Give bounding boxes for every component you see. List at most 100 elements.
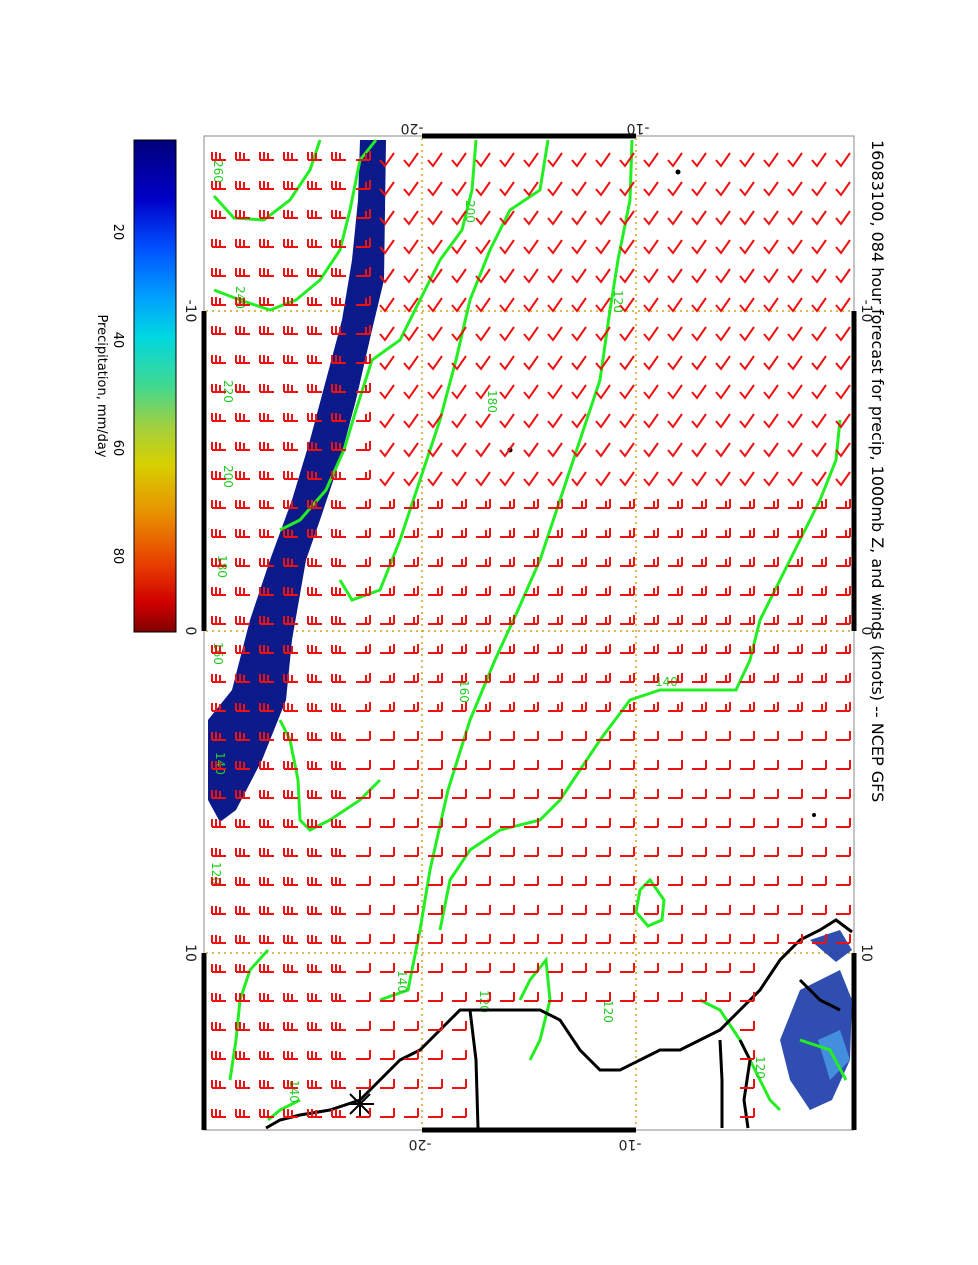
- wind-barb: [307, 819, 322, 828]
- wind-barb: [404, 1050, 419, 1060]
- wind-barb: [451, 152, 467, 168]
- contour-line: [278, 719, 382, 832]
- wind-barb: [764, 760, 779, 770]
- wind-barb: [620, 673, 635, 683]
- wind-barb: [452, 586, 467, 596]
- wind-barb: [235, 674, 250, 683]
- wind-barb: [763, 442, 779, 458]
- wind-barb: [331, 1051, 346, 1060]
- wind-barb: [596, 963, 611, 973]
- wind-barb: [307, 674, 322, 683]
- wind-barb: [475, 152, 491, 168]
- wind-barb: [571, 442, 587, 458]
- wind-barb: [451, 268, 467, 284]
- wind-barb: [404, 818, 419, 828]
- wind-barb: [764, 905, 779, 915]
- wind-barb: [620, 789, 635, 799]
- wind-barb: [211, 645, 226, 654]
- wind-barb: [451, 210, 467, 226]
- wind-barb: [572, 818, 587, 828]
- wind-barb: [404, 499, 419, 509]
- wind-barb: [716, 499, 731, 509]
- wind-barb: [283, 181, 298, 190]
- contour-line: [634, 877, 666, 928]
- wind-barb: [572, 905, 587, 915]
- wind-barb: [763, 152, 779, 168]
- wind-barb: [644, 818, 659, 828]
- wind-barb: [380, 992, 395, 1002]
- wind-barb: [331, 616, 346, 625]
- wind-barb: [643, 210, 659, 226]
- wind-barb: [283, 819, 298, 828]
- wind-barb: [667, 239, 683, 255]
- wind-barb: [403, 355, 419, 371]
- left-tick-label: 10: [182, 944, 198, 962]
- wind-barb: [572, 731, 587, 741]
- wind-barb: [788, 818, 803, 828]
- wind-barb: [259, 761, 274, 770]
- wind-barb: [572, 934, 587, 944]
- wind-barb: [307, 500, 322, 509]
- left-tick-label: -10: [182, 300, 198, 323]
- wind-barb: [620, 847, 635, 857]
- wind-barb: [211, 1080, 226, 1089]
- wind-barb: [572, 615, 587, 625]
- wind-barb: [211, 703, 226, 712]
- wind-barb: [331, 935, 346, 944]
- wind-barb: [211, 442, 226, 451]
- wind-barb: [211, 848, 226, 857]
- wind-barb: [787, 355, 803, 371]
- wind-barb: [331, 674, 346, 683]
- wind-barb: [404, 760, 419, 770]
- wind-barb: [740, 847, 755, 857]
- wind-barb: [524, 818, 539, 828]
- axis-bars: [201, 133, 857, 1133]
- wind-barb: [331, 1022, 346, 1031]
- wind-barb: [259, 616, 274, 625]
- wind-barb: [331, 761, 346, 770]
- wind-barb: [235, 471, 250, 480]
- wind-barb: [259, 645, 274, 654]
- wind-barb: [211, 239, 226, 248]
- wind-barb: [572, 586, 587, 596]
- wind-barb: [643, 355, 659, 371]
- wind-barb: [235, 558, 250, 567]
- wind-barb: [668, 528, 683, 538]
- wind-barb: [836, 789, 851, 799]
- wind-barb: [356, 325, 371, 335]
- wind-barb: [836, 731, 851, 741]
- wind-barb: [572, 760, 587, 770]
- top-tick-label: -10: [627, 120, 650, 136]
- wind-barb: [307, 152, 322, 161]
- wind-barb: [283, 964, 298, 973]
- wind-barb: [787, 413, 803, 429]
- wind-barb: [211, 587, 226, 596]
- wind-barb: [763, 210, 779, 226]
- wind-barb: [452, 673, 467, 683]
- wind-barb: [475, 384, 491, 400]
- wind-barb: [380, 789, 395, 799]
- wind-barb: [571, 181, 587, 197]
- wind-barb: [259, 964, 274, 973]
- wind-barb: [331, 529, 346, 538]
- wind-barb: [835, 326, 851, 342]
- wind-barb: [523, 413, 539, 429]
- contour-label: 260: [211, 160, 225, 183]
- wind-barb: [211, 384, 226, 393]
- wind-barb: [307, 268, 322, 277]
- wind-barb: [428, 528, 443, 538]
- wind-barb: [283, 326, 298, 335]
- wind-barb: [307, 906, 322, 915]
- wind-barb: [404, 1108, 419, 1118]
- wind-barb: [235, 355, 250, 364]
- wind-barb: [259, 500, 274, 509]
- wind-barb: [740, 818, 755, 828]
- wind-barb: [428, 992, 443, 1002]
- wind-barb: [523, 326, 539, 342]
- wind-barb: [283, 152, 298, 161]
- wind-barb: [643, 152, 659, 168]
- wind-barb: [835, 442, 851, 458]
- wind-barb: [452, 789, 467, 799]
- wind-barb: [475, 268, 491, 284]
- wind-barb: [643, 268, 659, 284]
